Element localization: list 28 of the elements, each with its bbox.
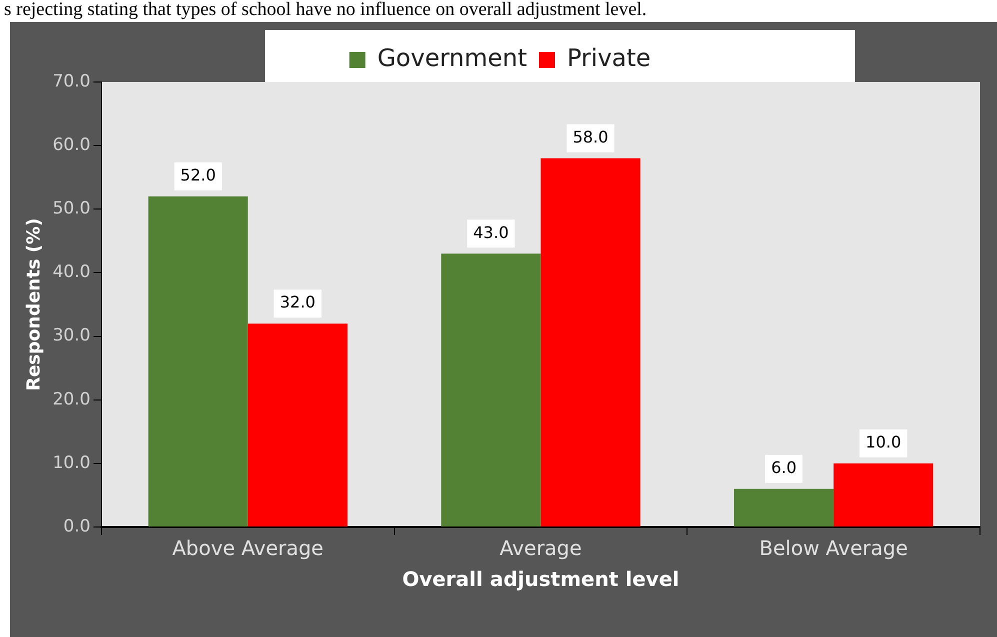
legend-label: Private [567,44,651,72]
data-label: 6.0 [771,458,797,478]
bar [834,463,934,526]
bar [441,254,541,526]
data-label: 10.0 [866,432,902,452]
data-label: 32.0 [280,292,316,312]
x-tick-label: Above Average [172,536,324,560]
y-tick-label: 0.0 [63,516,90,536]
y-tick-label: 10.0 [52,452,90,473]
y-tick-label: 60.0 [52,134,90,155]
y-tick-label: 70.0 [52,71,90,92]
x-axis-title: Overall adjustment level [402,567,680,592]
x-tick-label: Average [500,536,582,560]
bar [248,324,348,526]
y-axis-title: Respondents (%) [23,218,44,391]
y-tick-label: 30.0 [52,326,90,346]
data-label: 43.0 [473,222,509,242]
legend-label: Government [377,44,527,72]
x-tick-label: Below Average [759,536,908,560]
y-tick-label: 50.0 [52,198,90,219]
data-label: 58.0 [572,127,608,146]
bar [734,488,834,526]
text: s rejecting stating that types of school have no influence on overall adjustment level. [3,0,648,22]
bar [148,196,248,526]
data-label: 52.0 [180,166,216,185]
y-tick-label: 20.0 [52,389,90,410]
y-tick-label: 40.0 [52,262,90,282]
bar [540,158,640,526]
